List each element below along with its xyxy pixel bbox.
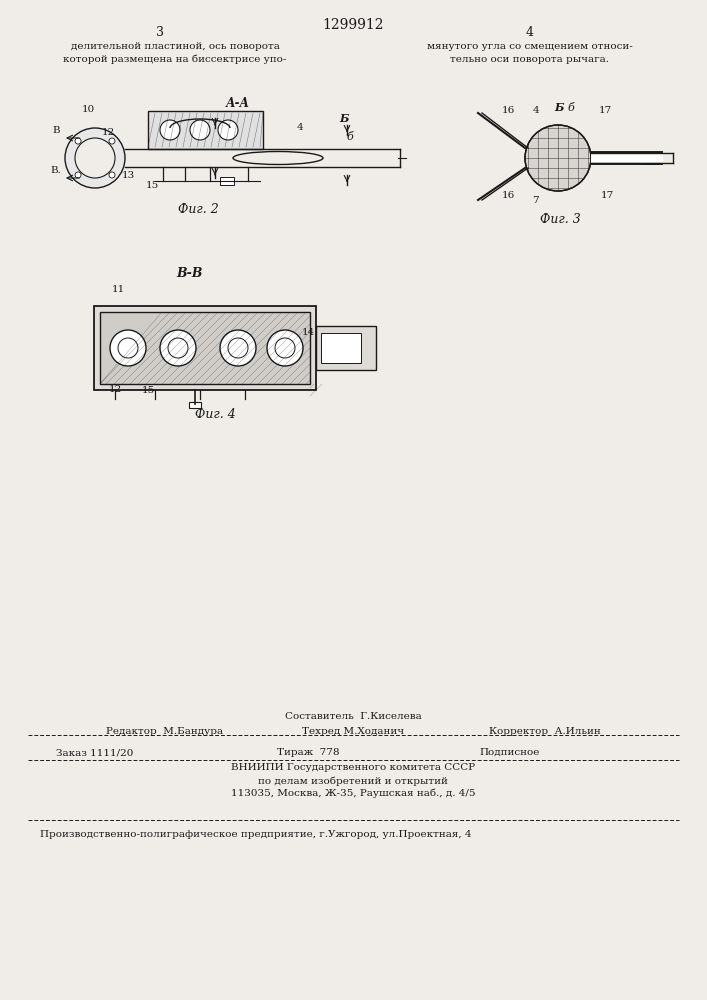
Circle shape (109, 138, 115, 144)
Circle shape (220, 330, 256, 366)
Bar (643, 152, 658, 164)
Text: б: б (568, 103, 574, 113)
Bar (628, 154, 638, 162)
Text: 15: 15 (146, 181, 158, 190)
Ellipse shape (233, 151, 323, 164)
Text: Фиг. 3: Фиг. 3 (539, 213, 580, 226)
Text: 7: 7 (532, 196, 538, 205)
Text: б: б (346, 132, 354, 142)
Bar (220, 177, 234, 185)
Text: 13: 13 (122, 171, 134, 180)
Text: 15: 15 (141, 386, 155, 395)
Text: мянутого угла со смещением относи-: мянутого угла со смещением относи- (427, 42, 633, 51)
Text: по делам изобретений и открытий: по делам изобретений и открытий (258, 776, 448, 786)
Text: Тираж  778: Тираж 778 (276, 748, 339, 757)
Text: которой размещена на биссектрисе упо-: которой размещена на биссектрисе упо- (64, 55, 286, 64)
Text: тельно оси поворота рычага.: тельно оси поворота рычага. (450, 55, 609, 64)
Text: 4: 4 (297, 123, 303, 132)
Text: В.: В. (51, 166, 62, 175)
Text: Б: Б (339, 113, 349, 124)
Circle shape (160, 330, 196, 366)
Circle shape (109, 172, 115, 178)
Bar (189, 402, 201, 408)
Circle shape (75, 138, 81, 144)
Circle shape (160, 120, 180, 140)
Text: Фиг. 2: Фиг. 2 (177, 203, 218, 216)
Text: Подписное: Подписное (480, 748, 540, 757)
Text: 16: 16 (501, 191, 515, 200)
Text: 17: 17 (600, 191, 614, 200)
Text: 16: 16 (501, 106, 515, 115)
Text: Производственно-полиграфическое предприятие, г.Ужгород, ул.Проектная, 4: Производственно-полиграфическое предприя… (40, 830, 472, 839)
Circle shape (267, 330, 303, 366)
Text: 1299912: 1299912 (322, 18, 384, 32)
Text: Редактор  М.Бандура: Редактор М.Бандура (107, 727, 223, 736)
Text: 14: 14 (301, 328, 315, 337)
Text: делительной пластиной, ось поворота: делительной пластиной, ось поворота (71, 42, 279, 51)
Circle shape (190, 120, 210, 140)
Text: В: В (52, 126, 60, 135)
Text: Заказ 1111/20: Заказ 1111/20 (57, 748, 134, 757)
Text: 10: 10 (81, 105, 95, 114)
Circle shape (110, 330, 146, 366)
Text: 17: 17 (598, 106, 612, 115)
Text: 12: 12 (108, 385, 122, 394)
Bar (100, 312, 310, 384)
Bar (321, 333, 361, 363)
Text: 12: 12 (101, 128, 115, 137)
Text: 4: 4 (532, 106, 539, 115)
Bar (316, 326, 376, 370)
Bar (94, 306, 316, 390)
Text: 11: 11 (112, 285, 124, 294)
Circle shape (75, 138, 115, 178)
Text: ВНИИПИ Государственного комитета СССР: ВНИИПИ Государственного комитета СССР (231, 763, 475, 772)
Text: Корректор  А.Ильин: Корректор А.Ильин (489, 727, 601, 736)
Circle shape (75, 172, 81, 178)
Circle shape (218, 120, 238, 140)
Bar (148, 111, 263, 149)
Text: Составитель  Г.Киселева: Составитель Г.Киселева (285, 712, 421, 721)
Text: 113035, Москва, Ж-35, Раушская наб., д. 4/5: 113035, Москва, Ж-35, Раушская наб., д. … (230, 789, 475, 798)
Text: В-В: В-В (177, 267, 203, 280)
Text: А-А: А-А (226, 97, 250, 110)
Text: Фиг. 4: Фиг. 4 (194, 408, 235, 421)
Text: Б: Б (554, 102, 563, 113)
Text: Техред М.Ходанич: Техред М.Ходанич (302, 727, 404, 736)
Circle shape (525, 125, 591, 191)
Text: 4: 4 (526, 26, 534, 39)
Text: 3: 3 (156, 26, 164, 39)
Circle shape (65, 128, 125, 188)
